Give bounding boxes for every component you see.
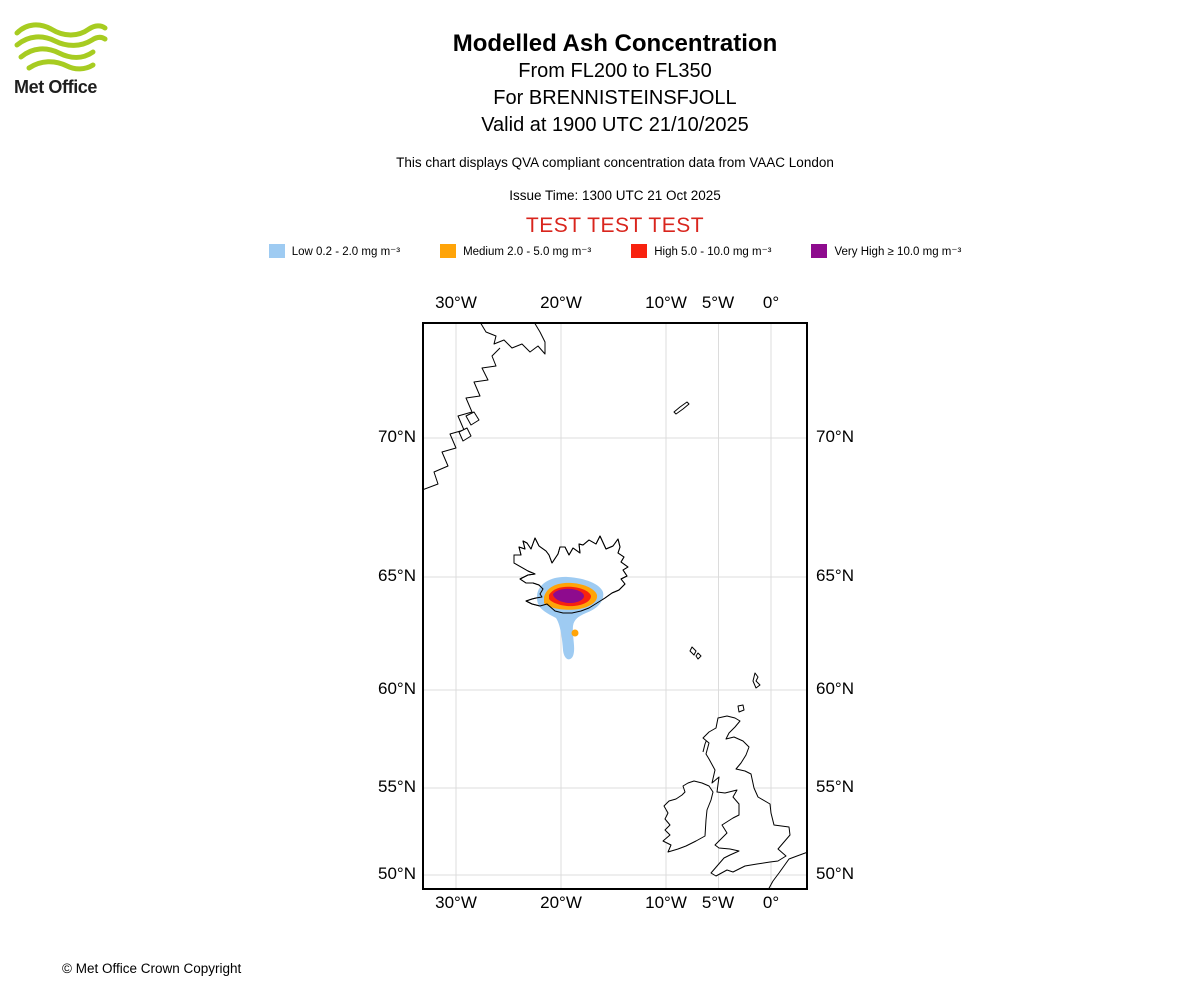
met-office-logo: Met Office (14, 20, 124, 98)
very-high-label: Very High ≥ 10.0 mg m⁻³ (834, 246, 962, 258)
low-swatch (268, 244, 285, 258)
greenland-coastline (422, 347, 501, 491)
high-swatch (631, 244, 648, 258)
map-canvas (422, 322, 808, 890)
lat-label-right-65n: 65°N (816, 566, 854, 585)
qva-description: This chart displays QVA compliant concen… (396, 155, 834, 170)
valid-time-subtitle: Valid at 1900 UTC 21/10/2025 (481, 114, 749, 136)
very-high-swatch (811, 244, 828, 258)
lat-label-right-50n: 50°N (816, 864, 854, 883)
lon-label-top-5w: 5°W (701, 293, 735, 312)
ash-contour-medium-patch (571, 629, 579, 637)
issue-time: Issue Time: 1300 UTC 21 Oct 2025 (509, 188, 721, 203)
lon-label-top-10w: 10°W (645, 293, 687, 312)
orkney-islands (737, 704, 745, 713)
concentration-legend: Low 0.2 - 2.0 mg m⁻³ Medium 2.0 - 5.0 mg… (15, 244, 1200, 258)
medium-label: Medium 2.0 - 5.0 mg m⁻³ (463, 246, 592, 258)
lat-label-left-50n: 50°N (378, 864, 416, 883)
jan-mayen-island (673, 401, 690, 415)
lat-label-left-65n: 65°N (378, 566, 416, 585)
medium-swatch (440, 244, 457, 258)
legend-item-low: Low 0.2 - 2.0 mg m⁻³ (268, 244, 401, 258)
lat-label-right-55n: 55°N (816, 777, 854, 796)
faroe-islands (689, 646, 702, 660)
lon-label-bottom-10w: 10°W (645, 893, 687, 912)
lat-label-right-70n: 70°N (816, 427, 854, 446)
ash-contour-very-high (553, 588, 584, 603)
lat-label-right-60n: 60°N (816, 679, 854, 698)
greenland-island-1 (465, 411, 480, 426)
lon-label-bottom-30w: 30°W (435, 893, 477, 912)
high-label: High 5.0 - 10.0 mg m⁻³ (654, 246, 772, 258)
low-label: Low 0.2 - 2.0 mg m⁻³ (291, 246, 401, 258)
great-britain-coastline (702, 715, 791, 877)
volcano-subtitle: For BRENNISTEINSFJOLL (493, 87, 737, 109)
lon-label-bottom-20w: 20°W (540, 893, 582, 912)
lon-label-top-20w: 20°W (540, 293, 582, 312)
ireland-coastline (662, 780, 714, 853)
greenland-island-2 (458, 427, 472, 442)
test-banner: TEST TEST TEST (525, 214, 705, 237)
map-frame (422, 322, 808, 890)
flight-level-subtitle: From FL200 to FL350 (518, 60, 712, 82)
iceland-coastline-overlay (513, 535, 629, 614)
met-office-logo-text: Met Office (14, 77, 98, 97)
chart-title: Modelled Ash Concentration (452, 30, 778, 57)
met-office-logo-waves (14, 22, 108, 72)
lon-label-top-0: 0° (762, 293, 780, 312)
shetland-islands (752, 672, 761, 689)
coastlines (422, 322, 808, 890)
france-coastline (767, 851, 808, 890)
lat-label-left-70n: 70°N (378, 427, 416, 446)
lat-label-left-55n: 55°N (378, 777, 416, 796)
lon-label-bottom-0: 0° (762, 893, 780, 912)
chart-header: Modelled Ash Concentration From FL200 to… (15, 30, 1200, 238)
legend-item-high: High 5.0 - 10.0 mg m⁻³ (631, 244, 771, 258)
lat-label-left-60n: 60°N (378, 679, 416, 698)
lon-label-top-30w: 30°W (435, 293, 477, 312)
legend-item-very-high: Very High ≥ 10.0 mg m⁻³ (811, 244, 961, 258)
greenland-headland-coastline (479, 322, 546, 355)
ash-contours (536, 576, 604, 660)
lon-label-bottom-5w: 5°W (701, 893, 735, 912)
copyright-notice: © Met Office Crown Copyright (62, 961, 242, 976)
legend-item-medium: Medium 2.0 - 5.0 mg m⁻³ (440, 244, 591, 258)
